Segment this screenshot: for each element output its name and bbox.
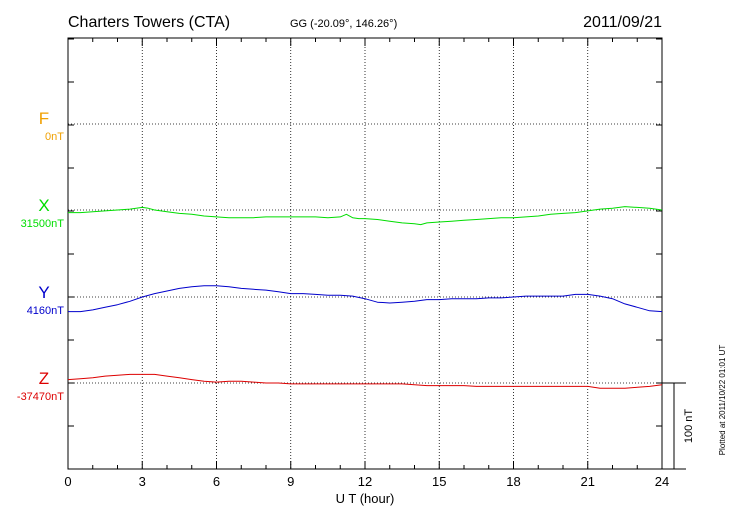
scale-bar: 100 nT [662, 382, 695, 470]
station-title: Charters Towers (CTA) [68, 14, 230, 31]
axis-ticks [67, 38, 663, 469]
x-tick-label: 3 [139, 474, 146, 489]
x-tick-label: 6 [213, 474, 220, 489]
x-tick-label: 0 [64, 474, 71, 489]
date-label: 2011/09/21 [583, 14, 662, 31]
component-name-x: X [38, 196, 49, 215]
component-name-f: F [39, 109, 49, 128]
series-line-z [67, 373, 663, 389]
component-baseline-x: 31500nT [21, 218, 65, 230]
component-name-y: Y [38, 283, 49, 302]
plotted-at-label: Plotted at 2011/10/22 01:01 UT [718, 345, 727, 456]
series [67, 206, 663, 389]
component-baseline-z: -37470nT [17, 391, 64, 403]
grid [68, 38, 662, 469]
scale-bar-label: 100 nT [683, 409, 695, 444]
x-tick-labels: 0 3 6 9 12 15 18 21 24 [64, 474, 669, 489]
x-tick-label: 12 [358, 474, 372, 489]
x-tick-label: 18 [506, 474, 520, 489]
series-line-x [68, 206, 663, 226]
x-axis-title: U T (hour) [336, 491, 395, 506]
component-baseline-f: 0nT [45, 131, 64, 143]
station-coordinates: GG (-20.09°, 146.26°) [290, 18, 397, 30]
component-name-z: Z [39, 369, 49, 388]
x-tick-label: 24 [655, 474, 669, 489]
component-baseline-y: 4160nT [27, 305, 65, 317]
x-tick-label: 15 [432, 474, 446, 489]
component-labels: F 0nT X 31500nT Y 4160nT Z -37470nT [17, 109, 64, 403]
series-line-y [68, 285, 663, 313]
x-tick-label: 21 [581, 474, 595, 489]
x-tick-label: 9 [287, 474, 294, 489]
